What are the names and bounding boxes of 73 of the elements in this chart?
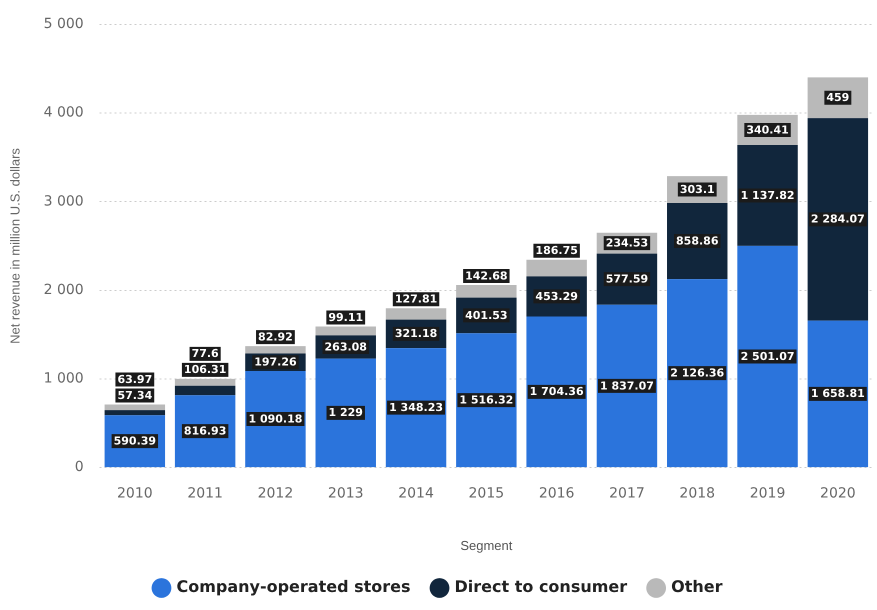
bar bbox=[386, 308, 446, 320]
x-tick-label: 2010 bbox=[117, 486, 153, 502]
bar bbox=[808, 320, 868, 468]
data-label: 1 090.18 bbox=[248, 412, 302, 426]
data-label: 1 137.82 bbox=[740, 188, 795, 202]
bar bbox=[245, 346, 306, 354]
bar bbox=[104, 410, 166, 416]
bar bbox=[456, 284, 517, 298]
bar bbox=[456, 333, 517, 468]
data-label: 459 bbox=[826, 91, 850, 104]
y-tick-label: 3 000 bbox=[44, 193, 84, 210]
data-label: 321.18 bbox=[394, 327, 438, 340]
data-label: 1 229 bbox=[328, 406, 363, 420]
data-label: 2 284.07 bbox=[810, 212, 865, 226]
y-tick-label: 2 000 bbox=[44, 282, 84, 298]
data-label: 340.41 bbox=[746, 123, 789, 136]
bar bbox=[737, 246, 798, 468]
bar bbox=[526, 260, 587, 276]
data-label: 1 658.81 bbox=[810, 387, 865, 400]
x-axis-title: Segment bbox=[460, 538, 513, 553]
data-label: 106.31 bbox=[184, 363, 226, 376]
data-label: 1 837.07 bbox=[600, 379, 654, 392]
bar bbox=[526, 316, 587, 468]
bar bbox=[386, 348, 446, 468]
y-axis-title: Net revenue in million U.S. dollars bbox=[7, 148, 22, 344]
x-tick-label: 2012 bbox=[258, 486, 294, 502]
data-label: 234.53 bbox=[606, 236, 648, 250]
data-label: 453.29 bbox=[535, 290, 578, 303]
x-tick-label: 2020 bbox=[820, 486, 856, 502]
data-label: 77.6 bbox=[192, 347, 220, 360]
data-label: 303.1 bbox=[680, 182, 715, 196]
legend-label: Company-operated stores bbox=[176, 577, 411, 596]
data-label: 2 126.36 bbox=[670, 366, 725, 380]
data-label: 1 516.32 bbox=[459, 394, 514, 407]
data-label: 577.59 bbox=[606, 272, 648, 286]
data-label: 858.86 bbox=[676, 234, 719, 248]
y-tick-label: 5 000 bbox=[44, 16, 84, 32]
data-label: 590.39 bbox=[114, 434, 156, 448]
y-tick-label: 1 000 bbox=[44, 370, 84, 387]
bar bbox=[808, 118, 868, 321]
data-label: 1 348.23 bbox=[389, 400, 444, 414]
y-tick-label: 0 bbox=[74, 459, 84, 476]
data-label: 816.93 bbox=[184, 424, 226, 438]
bar bbox=[667, 279, 728, 468]
bar bbox=[104, 404, 166, 410]
data-label: 197.26 bbox=[254, 356, 297, 369]
data-label: 186.75 bbox=[535, 244, 578, 258]
bar bbox=[596, 304, 658, 468]
x-tick-label: 2016 bbox=[538, 486, 575, 502]
legend-label: Other bbox=[671, 577, 723, 596]
bar bbox=[316, 326, 376, 336]
bar bbox=[174, 386, 236, 396]
legend-label: Direct to consumer bbox=[454, 577, 628, 596]
data-label: 401.53 bbox=[465, 308, 508, 322]
data-label: 263.08 bbox=[324, 340, 367, 354]
x-tick-label: 2015 bbox=[468, 486, 504, 502]
y-tick-label: 4 000 bbox=[44, 104, 84, 121]
data-label: 142.68 bbox=[465, 269, 508, 282]
x-tick-label: 2014 bbox=[398, 486, 434, 502]
x-tick-label: 2013 bbox=[328, 486, 364, 502]
data-label: 63.97 bbox=[117, 372, 152, 386]
x-tick-label: 2011 bbox=[187, 486, 223, 502]
x-tick-label: 2018 bbox=[679, 486, 716, 502]
data-label: 82.92 bbox=[258, 330, 293, 344]
x-tick-label: 2017 bbox=[609, 486, 645, 502]
data-label: 57.34 bbox=[117, 388, 153, 402]
data-label: 127.81 bbox=[394, 292, 438, 306]
x-tick-label: 2019 bbox=[750, 486, 786, 502]
data-label: 2 501.07 bbox=[740, 350, 795, 363]
bar bbox=[316, 358, 376, 468]
bar bbox=[174, 378, 236, 386]
data-label: 99.11 bbox=[328, 310, 364, 324]
data-label: 1 704.36 bbox=[530, 385, 584, 398]
